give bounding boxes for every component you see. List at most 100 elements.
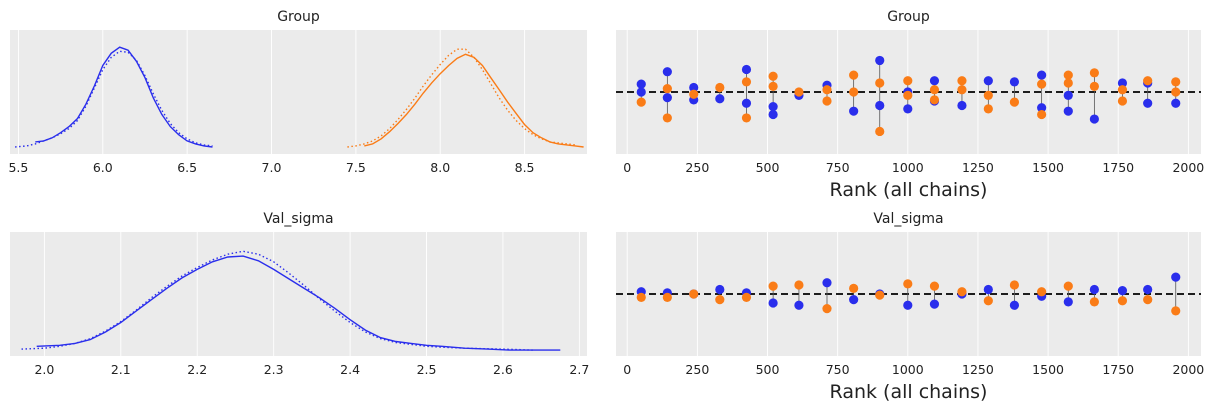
rank-point-chain-1 bbox=[1171, 98, 1181, 108]
rank-point-chain-1 bbox=[983, 76, 993, 86]
x-tick-label: 2.5 bbox=[417, 362, 437, 377]
rank-point-chain-2 bbox=[903, 279, 913, 289]
x-tick-label: 2.6 bbox=[493, 362, 513, 377]
rank-point-chain-1 bbox=[662, 93, 672, 103]
x-tick-label: 1250 bbox=[962, 160, 994, 175]
x-tick-label: 8.5 bbox=[515, 160, 535, 175]
x-tick-label: 5.5 bbox=[8, 160, 28, 175]
rank-point-chain-1 bbox=[662, 67, 672, 77]
rank-point-chain-1 bbox=[1117, 78, 1128, 88]
rank-point-chain-1 bbox=[1089, 114, 1099, 124]
rank-point-chain-2 bbox=[903, 90, 913, 100]
x-tick-label: 2000 bbox=[1172, 362, 1204, 377]
panel-3: 2.0 2.1 2.2 2.3 2.4 2.5 2.6 2.7 Val_sigma bbox=[10, 211, 589, 377]
rank-point-chain-1 bbox=[929, 299, 940, 309]
rank-point-chain-1 bbox=[768, 298, 778, 308]
rank-point-chain-2 bbox=[662, 113, 672, 123]
x-tick-label: 1750 bbox=[1102, 362, 1134, 377]
rank-point-chain-1 bbox=[1037, 70, 1047, 80]
rank-point-chain-1 bbox=[768, 109, 778, 120]
x-tick-label: 1500 bbox=[1032, 160, 1064, 175]
x-tick-label: 1000 bbox=[892, 160, 924, 175]
rank-point-chain-2 bbox=[715, 295, 725, 305]
x-tick-label: 2.2 bbox=[187, 362, 207, 377]
rank-point-chain-2 bbox=[983, 104, 993, 114]
rank-point-chain-1 bbox=[822, 278, 832, 288]
rank-point-chain-1 bbox=[1117, 286, 1128, 296]
rank-point-chain-1 bbox=[1063, 297, 1073, 307]
rank-point-chain-2 bbox=[957, 287, 967, 297]
rank-point-chain-2 bbox=[794, 87, 804, 97]
rank-point-chain-2 bbox=[768, 281, 778, 291]
kde-line-chain-1-group-1 bbox=[35, 46, 213, 148]
subplot-title: Val_sigma bbox=[873, 211, 943, 227]
rank-point-chain-2 bbox=[636, 292, 646, 302]
x-axis-label: Rank (all chains) bbox=[830, 179, 988, 201]
rank-point-chain-1 bbox=[636, 87, 646, 97]
rank-point-chain-1 bbox=[849, 106, 859, 116]
rank-point-chain-1 bbox=[1009, 300, 1020, 310]
x-tick-label: 0 bbox=[623, 362, 631, 377]
rank-point-chain-2 bbox=[849, 283, 859, 293]
plot-area bbox=[10, 30, 587, 154]
rank-point-chain-2 bbox=[662, 292, 672, 302]
x-tick-label: 750 bbox=[826, 362, 850, 377]
rank-point-chain-1 bbox=[875, 55, 885, 66]
x-tick-label: 2.1 bbox=[111, 362, 131, 377]
x-tick-label: 1500 bbox=[1032, 362, 1064, 377]
rank-point-chain-2 bbox=[849, 70, 859, 80]
rank-point-chain-2 bbox=[636, 97, 646, 107]
rank-point-chain-2 bbox=[929, 85, 940, 95]
plot-area bbox=[10, 232, 587, 356]
rank-point-chain-2 bbox=[1143, 295, 1153, 305]
rank-point-chain-1 bbox=[1143, 284, 1153, 295]
x-tick-label: 7.0 bbox=[262, 160, 282, 175]
rank-point-chain-2 bbox=[741, 77, 752, 87]
rank-point-chain-2 bbox=[1009, 97, 1020, 107]
x-tick-label: 7.5 bbox=[346, 160, 366, 175]
rank-point-chain-2 bbox=[741, 292, 752, 302]
x-tick-label: 500 bbox=[756, 160, 780, 175]
x-tick-label: 1000 bbox=[892, 362, 924, 377]
rank-point-chain-2 bbox=[1037, 109, 1047, 120]
x-tick-label: 500 bbox=[756, 362, 780, 377]
rank-point-chain-1 bbox=[903, 104, 913, 114]
rank-point-chain-2 bbox=[849, 87, 859, 97]
rank-point-chain-2 bbox=[1063, 70, 1073, 80]
rank-point-chain-2 bbox=[1117, 85, 1128, 95]
kde-line-chain-1 bbox=[36, 255, 561, 351]
rank-point-chain-1 bbox=[1171, 272, 1181, 282]
rank-point-chain-1 bbox=[1143, 98, 1153, 108]
rank-point-chain-2 bbox=[1171, 77, 1181, 87]
rank-point-chain-1 bbox=[768, 102, 778, 112]
rank-point-chain-2 bbox=[875, 78, 885, 88]
rank-point-chain-2 bbox=[741, 113, 752, 123]
panel-1: 5.5 6.0 6.5 7.0 7.5 8.0 8.5 Group bbox=[8, 9, 587, 175]
x-tick-label: 250 bbox=[685, 160, 709, 175]
rank-point-chain-2 bbox=[1117, 296, 1128, 306]
rank-point-chain-2 bbox=[1143, 76, 1153, 86]
rank-point-chain-2 bbox=[1089, 297, 1099, 307]
rank-point-chain-1 bbox=[1089, 284, 1099, 295]
x-tick-label: 2000 bbox=[1172, 160, 1204, 175]
rank-point-chain-2 bbox=[1171, 306, 1181, 316]
rank-point-chain-2 bbox=[1037, 79, 1047, 89]
rank-point-chain-1 bbox=[875, 100, 885, 111]
x-tick-label: 0 bbox=[623, 160, 631, 175]
subplot-title: Group bbox=[887, 9, 930, 25]
x-tick-label: 250 bbox=[685, 362, 709, 377]
rank-point-chain-1 bbox=[983, 284, 993, 295]
rank-point-chain-1 bbox=[741, 98, 752, 108]
rank-point-chain-2 bbox=[903, 76, 913, 86]
rank-point-chain-2 bbox=[715, 82, 725, 93]
rank-point-chain-1 bbox=[1009, 77, 1020, 87]
rank-point-chain-1 bbox=[957, 100, 967, 111]
subplot-title: Val_sigma bbox=[263, 211, 333, 227]
x-tick-label: 2.3 bbox=[264, 362, 284, 377]
rank-point-chain-2 bbox=[662, 84, 672, 94]
rank-point-chain-2 bbox=[957, 85, 967, 95]
rank-point-chain-2 bbox=[768, 81, 778, 91]
rank-point-chain-2 bbox=[929, 281, 940, 291]
rank-point-chain-2 bbox=[1037, 287, 1047, 297]
